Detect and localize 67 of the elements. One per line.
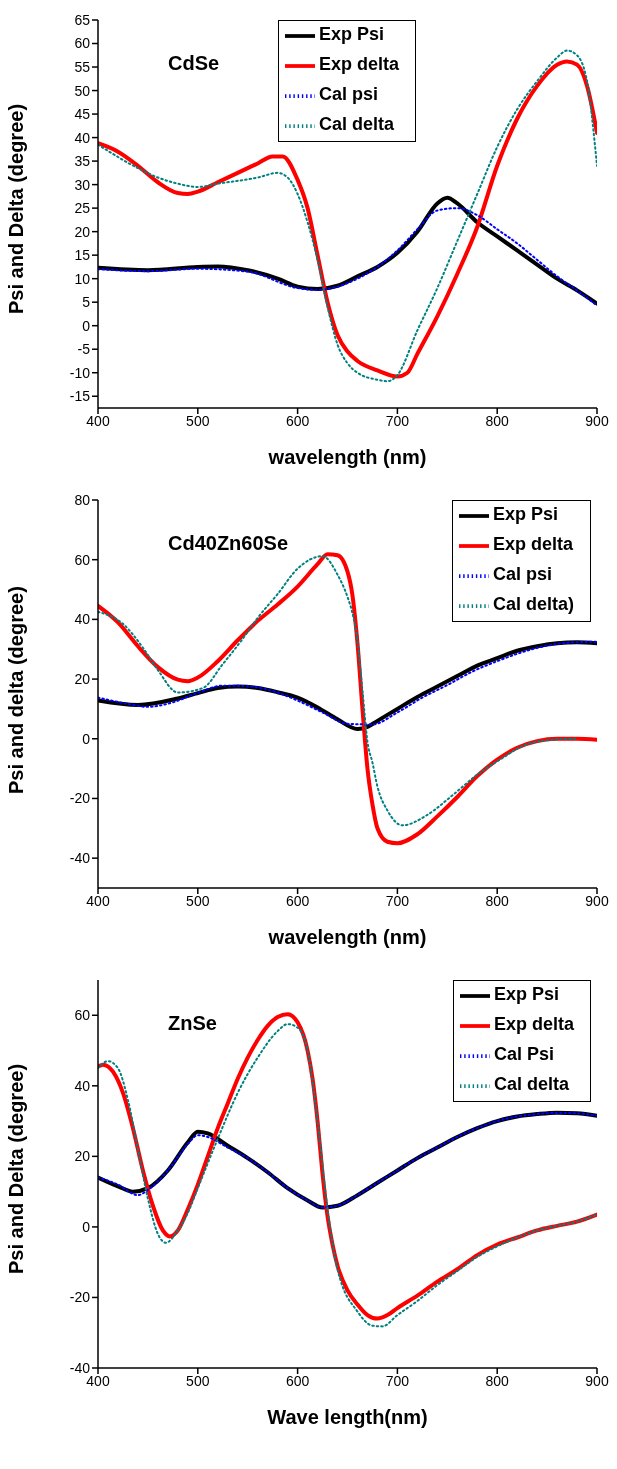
y-tick-label: 20 bbox=[74, 223, 91, 240]
x-tick-label: 600 bbox=[285, 412, 310, 429]
y-tick-label: 5 bbox=[82, 294, 91, 311]
x-tick-label: 900 bbox=[585, 1372, 609, 1389]
y-tick-label: 0 bbox=[82, 317, 91, 334]
x-tick-label: 600 bbox=[285, 892, 310, 909]
y-tick-label: 20 bbox=[74, 1148, 91, 1165]
legend-label: Exp Psi bbox=[493, 984, 559, 1005]
legend-label: Exp Psi bbox=[319, 24, 385, 45]
text: ZnSe bbox=[168, 1012, 217, 1034]
y-tick-label: 65 bbox=[74, 11, 91, 28]
legend-label: Cal psi bbox=[492, 564, 552, 585]
y-tick-label: -10 bbox=[69, 364, 91, 381]
y-axis-title: Psi and delta (degree) bbox=[5, 586, 28, 794]
y-tick-label: 0 bbox=[82, 730, 91, 747]
x-tick-label: 800 bbox=[485, 892, 510, 909]
legend-label: Exp delta bbox=[493, 1014, 574, 1035]
y-tick-label: 20 bbox=[74, 671, 91, 688]
y-tick-label: 25 bbox=[74, 200, 91, 217]
x-tick-label: 500 bbox=[186, 1372, 210, 1389]
legend-label: Exp Psi bbox=[492, 504, 558, 525]
y-tick-label: 40 bbox=[74, 611, 91, 628]
text: CdSe bbox=[168, 52, 220, 74]
x-tick-label: 600 bbox=[285, 1372, 310, 1389]
legend-label: Cal delta) bbox=[492, 594, 574, 615]
x-tick-label: 800 bbox=[485, 1372, 510, 1389]
x-tick-label: 500 bbox=[186, 412, 210, 429]
y-tick-label: 60 bbox=[74, 1007, 91, 1024]
y-tick-label: 60 bbox=[74, 35, 91, 52]
y-tick-label: -5 bbox=[77, 341, 91, 358]
legend-label: Cal Psi bbox=[493, 1044, 554, 1065]
x-tick-label: 700 bbox=[385, 892, 410, 909]
legend-label: Exp delta bbox=[492, 534, 573, 555]
x-tick-label: 900 bbox=[585, 412, 609, 429]
legend-label: Cal delta bbox=[493, 1074, 569, 1095]
y-tick-label: 15 bbox=[74, 247, 91, 264]
x-tick-label: 500 bbox=[186, 892, 210, 909]
y-tick-label: -15 bbox=[69, 388, 91, 405]
y-tick-label: 35 bbox=[74, 153, 91, 170]
x-tick-label: 400 bbox=[86, 412, 110, 429]
y-tick-label: -40 bbox=[69, 850, 91, 867]
legend-label: Cal delta bbox=[319, 114, 395, 135]
x-axis-title: Wave length(nm) bbox=[267, 1406, 428, 1428]
legend-label: Cal psi bbox=[319, 84, 379, 105]
x-axis-title: wavelength (nm) bbox=[267, 446, 427, 468]
y-axis-title: Psi and Delta (degree) bbox=[5, 1063, 28, 1274]
y-tick-label: 30 bbox=[74, 176, 91, 193]
y-tick-label: 55 bbox=[74, 59, 91, 75]
y-tick-label: 10 bbox=[74, 270, 91, 287]
y-tick-label: 60 bbox=[74, 551, 91, 568]
y-tick-label: -20 bbox=[69, 790, 91, 807]
y-tick-label: -20 bbox=[69, 1289, 91, 1306]
x-tick-label: 700 bbox=[385, 1372, 410, 1389]
y-tick-label: 80 bbox=[74, 491, 91, 508]
x-tick-label: 800 bbox=[485, 412, 510, 429]
text: Cd40Zn60Se bbox=[168, 532, 289, 554]
y-tick-label: 50 bbox=[74, 82, 91, 99]
x-tick-label: 400 bbox=[86, 892, 110, 909]
y-tick-label: 0 bbox=[82, 1218, 91, 1235]
y-axis-title: Psi and Delta (degree) bbox=[5, 103, 28, 314]
x-axis-title: wavelength (nm) bbox=[267, 926, 427, 948]
y-tick-label: 40 bbox=[74, 1077, 91, 1094]
legend-label: Exp delta bbox=[319, 54, 400, 75]
x-tick-label: 900 bbox=[585, 892, 609, 909]
x-tick-label: 700 bbox=[385, 412, 410, 429]
y-tick-label: 45 bbox=[74, 106, 91, 123]
y-tick-label: 40 bbox=[74, 129, 91, 146]
